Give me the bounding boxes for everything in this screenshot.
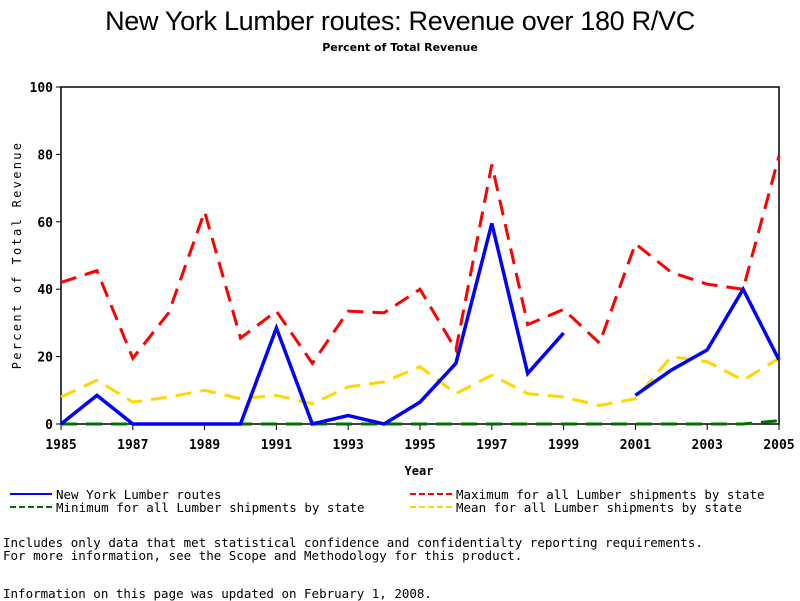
y-tick-label: 0	[45, 418, 53, 433]
x-tick-label: 1991	[261, 438, 292, 453]
x-tick-label: 1999	[548, 438, 579, 453]
legend-item-mean: Mean for all Lumber shipments by state	[410, 499, 742, 515]
plot-border	[60, 86, 780, 425]
legend-label: New York Lumber routes	[56, 486, 222, 502]
y-axis-title: Percent of Total Revenue	[10, 141, 24, 370]
x-tick-label: 1993	[333, 438, 364, 453]
legend-item-ny-routes: New York Lumber routes	[10, 486, 222, 502]
legend-label: Maximum for all Lumber shipments by stat…	[456, 486, 765, 502]
x-tick-label: 2003	[692, 438, 723, 453]
chart-subtitle: Percent of Total Revenue	[322, 41, 478, 54]
x-axis-title: Year	[405, 464, 434, 478]
series-line	[61, 419, 780, 426]
legend-swatch-minimum	[10, 506, 52, 508]
x-tick-label: 1987	[117, 438, 148, 453]
x-tick-label: 2005	[763, 438, 794, 453]
footnote-methodology: For more information, see the Scope and …	[3, 548, 523, 563]
series-line	[634, 285, 781, 397]
legend: New York Lumber routes Maximum for all L…	[0, 0, 765, 515]
y-axis: 0 20 40 60 80 100	[30, 81, 61, 433]
plot-frame	[60, 86, 780, 425]
legend-item-maximum: Maximum for all Lumber shipments by stat…	[410, 486, 765, 502]
y-tick-label: 80	[37, 148, 53, 163]
series-line	[60, 155, 781, 366]
y-tick-label: 20	[37, 351, 53, 366]
series-mean-for-all-lumber-shipments-by-state	[60, 354, 780, 407]
legend-swatch-maximum	[410, 493, 452, 495]
series-line	[59, 223, 565, 427]
x-tick-label: 1985	[45, 438, 76, 453]
legend-swatch-mean	[410, 506, 452, 508]
x-tick-label: 1997	[476, 438, 507, 453]
x-tick-label: 2001	[620, 438, 651, 453]
x-tick-label: 1995	[404, 438, 435, 453]
series-line	[60, 354, 780, 407]
y-tick-label: 60	[37, 216, 53, 231]
footnote-confidence: Includes only data that met statistical …	[3, 535, 703, 550]
series-minimum-for-all-lumber-shipments-by-state	[61, 419, 780, 426]
footnote-updated: Information on this page was updated on …	[3, 586, 432, 601]
legend-swatch-ny-routes	[10, 493, 52, 495]
series-new-york-lumber-routes	[59, 223, 781, 427]
series-maximum-for-all-lumber-shipments-by-state	[60, 155, 781, 366]
legend-label: Mean for all Lumber shipments by state	[456, 499, 742, 515]
legend-item-minimum: Minimum for all Lumber shipments by stat…	[10, 499, 365, 515]
x-tick-label: 1989	[189, 438, 220, 453]
chart-title: New York Lumber routes: Revenue over 180…	[105, 6, 695, 36]
y-tick-label: 100	[30, 81, 54, 96]
series-layer	[59, 155, 781, 427]
legend-label: Minimum for all Lumber shipments by stat…	[56, 499, 365, 515]
y-tick-label: 40	[37, 283, 53, 298]
line-chart: 0 20 40 60 80 100 1985 1987 1989 1991 1993 1995 199…	[10, 81, 795, 478]
x-axis: 1985 1987 1989 1991 1993 1995 1997 1999 2001 2003…	[45, 424, 795, 453]
